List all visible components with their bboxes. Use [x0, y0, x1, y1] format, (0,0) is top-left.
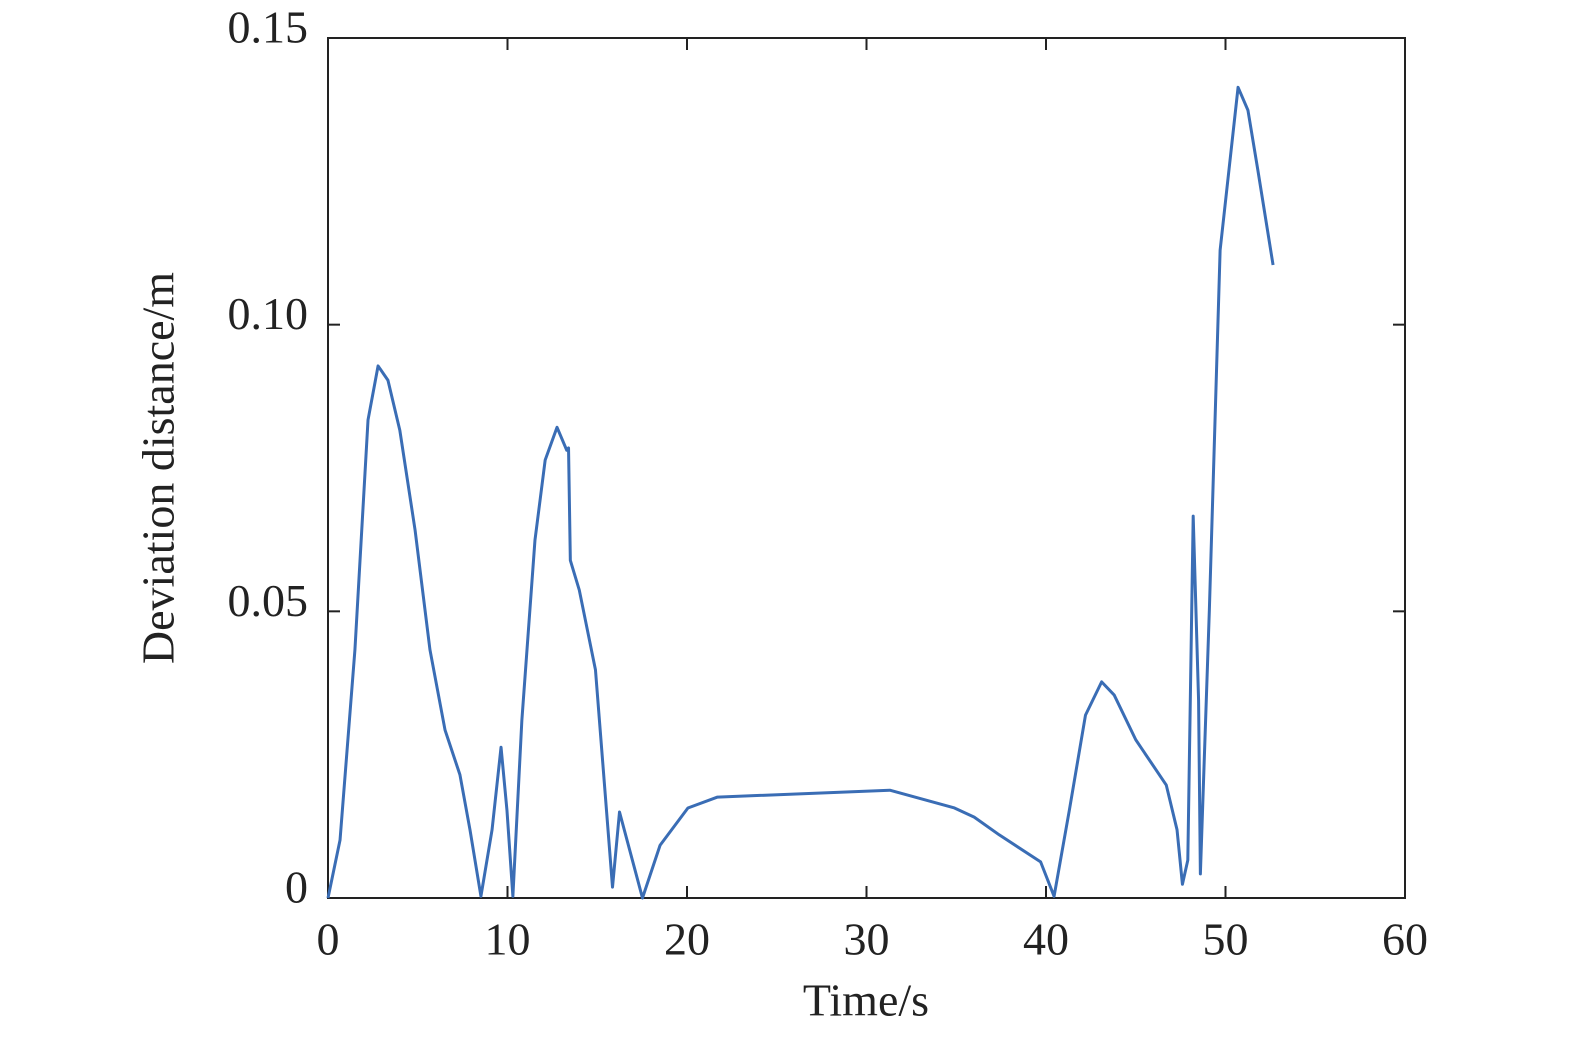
x-tick-label: 20 — [664, 914, 710, 965]
y-axis-label: Deviation distance/m — [133, 272, 184, 664]
y-tick-label: 0.15 — [228, 2, 309, 53]
y-tick-label: 0.05 — [228, 575, 309, 626]
plot-frame — [327, 37, 1406, 899]
data-line — [326, 85, 1275, 900]
x-axis-label: Time/s — [803, 975, 929, 1026]
x-tick-label: 60 — [1382, 914, 1428, 965]
x-tick-label: 10 — [485, 914, 531, 965]
x-tick-label: 0 — [317, 914, 340, 965]
x-tick-label: 40 — [1023, 914, 1069, 965]
x-tick-label: 50 — [1203, 914, 1249, 965]
y-tick-label: 0 — [285, 862, 308, 913]
x-tick-label: 30 — [844, 914, 890, 965]
y-tick-label: 0.10 — [228, 288, 309, 339]
